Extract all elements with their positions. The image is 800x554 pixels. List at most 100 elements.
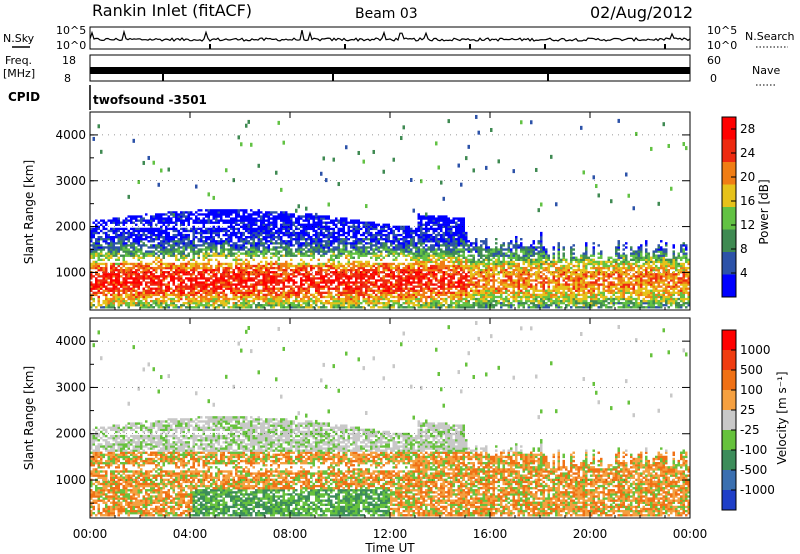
- power-cell: [195, 184, 198, 189]
- power-cell: [455, 227, 458, 231]
- power-cell: [200, 281, 203, 284]
- power-cell: [302, 229, 305, 233]
- power-cell: [425, 225, 428, 229]
- power-cell: [160, 301, 163, 305]
- power-cell: [317, 233, 320, 237]
- power-cell: [177, 283, 180, 286]
- power-cell: [430, 244, 433, 247]
- power-cell: [387, 227, 390, 231]
- power-cell: [97, 289, 100, 292]
- power-cell: [237, 258, 240, 262]
- power-cell: [350, 250, 353, 253]
- power-cell: [110, 244, 113, 247]
- power-cell: [235, 283, 238, 286]
- power-cell: [377, 238, 380, 241]
- power-cell: [295, 250, 298, 253]
- power-cell: [320, 285, 323, 288]
- power-cell: [222, 229, 225, 233]
- power-cell: [162, 254, 165, 257]
- power-cell: [320, 227, 323, 231]
- power-cell: [237, 281, 240, 284]
- power-cell: [345, 283, 348, 286]
- power-cell: [205, 291, 208, 295]
- power-cell: [125, 295, 128, 299]
- power-cell: [217, 297, 220, 301]
- power-cell: [212, 304, 215, 307]
- power-cell: [90, 231, 93, 235]
- power-cell: [140, 238, 143, 241]
- power-cell: [330, 275, 333, 278]
- power-cell: [165, 277, 168, 280]
- power-cell: [355, 235, 358, 239]
- power-cell: [407, 304, 410, 307]
- power-cell: [125, 281, 128, 284]
- power-cell: [417, 256, 420, 259]
- power-cell: [245, 238, 248, 241]
- power-cell: [167, 289, 170, 292]
- power-cell: [157, 213, 160, 216]
- power-cell: [325, 242, 328, 245]
- power-cell: [137, 293, 140, 297]
- power-cell: [415, 299, 418, 303]
- power-cell: [382, 266, 385, 270]
- power-cell: [225, 229, 228, 233]
- power-cell: [340, 262, 343, 266]
- power-cell: [262, 219, 265, 222]
- power-cell: [267, 240, 270, 243]
- power-cell: [205, 271, 208, 274]
- power-cell: [422, 287, 425, 290]
- power-cell: [322, 156, 325, 161]
- power-cell: [180, 262, 183, 266]
- power-cell: [240, 217, 243, 220]
- power-cell: [250, 273, 253, 276]
- power-cell: [440, 238, 443, 241]
- power-cell: [210, 281, 213, 284]
- power-cell: [302, 227, 305, 231]
- power-cell: [400, 293, 403, 297]
- power-cell: [220, 262, 223, 266]
- power-cell: [155, 277, 158, 280]
- power-cell: [367, 238, 370, 241]
- power-cell: [297, 289, 300, 292]
- power-cell: [365, 221, 368, 224]
- power-cell: [162, 229, 165, 233]
- power-cell: [135, 273, 138, 276]
- power-cell: [145, 271, 148, 274]
- power-cell: [310, 266, 313, 270]
- power-cell: [297, 240, 300, 243]
- power-cell: [280, 287, 283, 290]
- power-cell: [375, 252, 378, 255]
- power-cell: [225, 304, 228, 307]
- power-cell: [405, 240, 408, 243]
- power-cell: [242, 233, 245, 237]
- power-cell: [212, 297, 215, 301]
- power-cell: [385, 281, 388, 284]
- power-cell: [137, 285, 140, 288]
- power-cell: [107, 229, 110, 233]
- power-cell: [320, 287, 323, 290]
- power-cell: [335, 297, 338, 301]
- power-cell: [160, 295, 163, 299]
- power-cell: [377, 233, 380, 237]
- power-cell: [367, 293, 370, 297]
- power-cell: [255, 285, 258, 288]
- power-cell: [250, 221, 253, 224]
- power-cell: [232, 246, 235, 249]
- power-cell: [407, 250, 410, 253]
- power-cell: [365, 204, 368, 209]
- power-cell: [150, 238, 153, 241]
- power-cell: [417, 275, 420, 278]
- power-cell: [250, 244, 253, 247]
- power-cell: [265, 268, 268, 272]
- power-cell: [137, 301, 140, 305]
- power-cell: [217, 260, 220, 264]
- power-cell: [282, 140, 285, 145]
- power-cell: [357, 281, 360, 284]
- power-cell: [375, 225, 378, 229]
- power-cell: [222, 250, 225, 253]
- power-cell: [200, 283, 203, 286]
- power-cell: [117, 297, 120, 301]
- power-cell: [405, 242, 408, 245]
- power-cell: [230, 254, 233, 257]
- power-cell: [407, 301, 410, 305]
